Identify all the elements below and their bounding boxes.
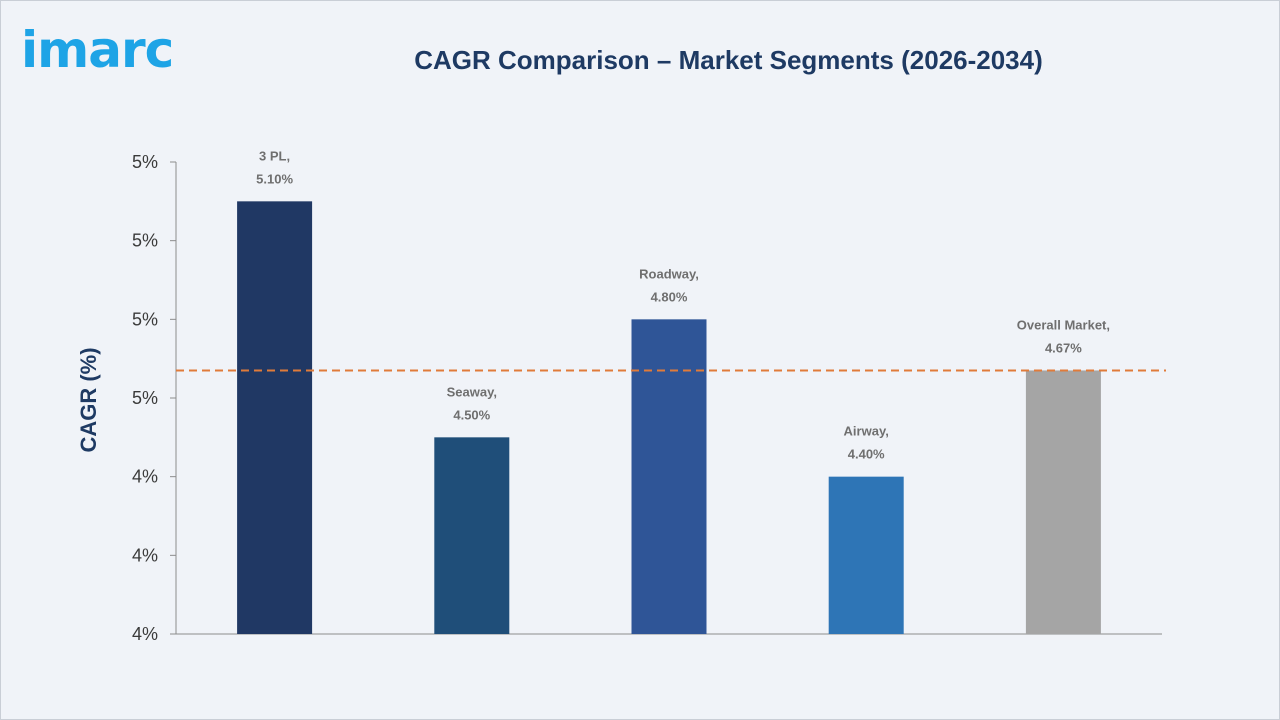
- data-label-category: Airway,: [844, 424, 889, 439]
- y-axis-title: CAGR (%): [76, 347, 101, 452]
- data-label-category: Seaway,: [447, 384, 497, 399]
- y-tick-label: 5%: [132, 388, 158, 408]
- data-label-value: 4.67%: [1045, 340, 1082, 355]
- data-label-value: 5.10%: [256, 171, 293, 186]
- bar: [237, 201, 313, 635]
- y-tick-label: 4%: [132, 545, 158, 565]
- data-label-value: 4.80%: [651, 289, 688, 304]
- imarc-logo: imarc: [21, 21, 174, 79]
- data-label-category: Roadway,: [639, 266, 699, 281]
- y-tick-label: 5%: [132, 309, 158, 329]
- bar: [1025, 370, 1101, 634]
- data-label-category: 3 PL,: [259, 148, 290, 163]
- y-tick-label: 5%: [132, 152, 158, 172]
- data-label-category: Overall Market,: [1017, 317, 1110, 332]
- bar: [631, 319, 707, 634]
- y-tick-label: 4%: [132, 624, 158, 644]
- chart-title: CAGR Comparison – Market Segments (2026-…: [414, 45, 1043, 75]
- data-label-value: 4.50%: [453, 407, 490, 422]
- data-label-value: 4.40%: [848, 447, 885, 462]
- bar: [434, 437, 510, 634]
- bar: [828, 476, 904, 634]
- y-tick-label: 5%: [132, 231, 158, 251]
- y-tick-label: 4%: [132, 467, 158, 487]
